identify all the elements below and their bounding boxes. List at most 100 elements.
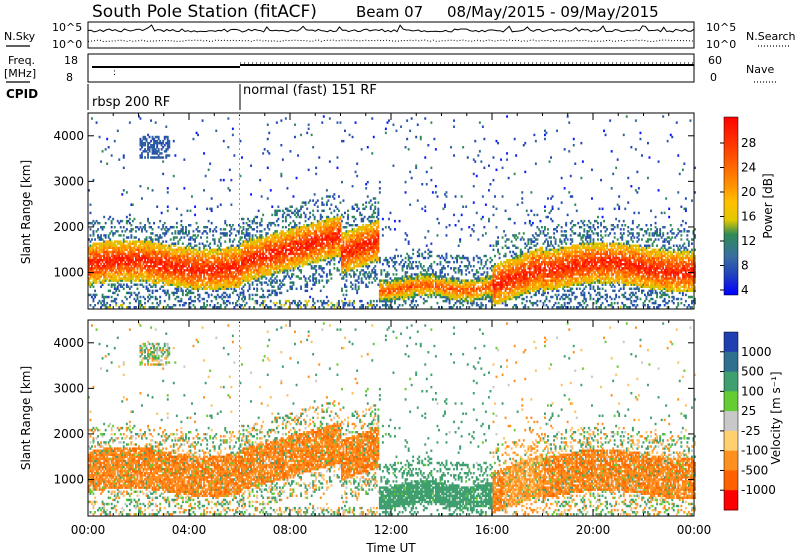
power-cell <box>356 292 358 294</box>
power-cell <box>249 232 251 234</box>
power-cell <box>134 218 136 220</box>
power-cell <box>149 279 151 281</box>
power-cell <box>268 228 270 230</box>
power-cell <box>90 234 92 236</box>
power-cell <box>265 251 267 253</box>
power-cell <box>258 210 260 212</box>
power-cell <box>276 275 278 277</box>
power-cell <box>199 230 201 232</box>
power-cell <box>276 302 278 304</box>
power-cell <box>338 304 340 306</box>
power-cell <box>290 216 292 218</box>
power-cell <box>265 281 267 283</box>
power-cell <box>352 206 354 208</box>
nave-tick-low: 0 <box>710 71 717 84</box>
power-cell <box>261 224 263 226</box>
power-cell <box>367 181 369 183</box>
freq-label: Freq. <box>8 54 35 67</box>
power-cell <box>312 199 314 201</box>
power-cell <box>90 228 92 230</box>
power-cell <box>138 238 140 240</box>
power-cell <box>317 300 319 302</box>
power-cell <box>282 220 284 222</box>
power-cell <box>243 292 245 294</box>
power-cell <box>288 300 290 302</box>
power-cell <box>179 232 181 234</box>
power-cell <box>346 279 348 281</box>
power-cell <box>109 232 111 234</box>
power-cell <box>199 247 201 249</box>
power-cell <box>308 128 310 130</box>
power-cell <box>194 206 196 208</box>
power-cell <box>199 243 201 245</box>
power-cell <box>294 124 296 126</box>
power-cell <box>309 230 311 232</box>
power-cell <box>109 216 111 218</box>
power-cell <box>274 224 276 226</box>
power-cell <box>293 284 295 286</box>
power-cell <box>200 236 202 238</box>
power-cell <box>229 238 231 240</box>
power-cell <box>132 220 134 222</box>
power-cell <box>323 115 325 117</box>
power-cell <box>123 302 125 304</box>
nsky-tick-high: 10^5 <box>52 21 82 34</box>
power-cell <box>385 257 387 259</box>
power-cell <box>149 136 151 138</box>
power-cell <box>137 288 139 290</box>
power-cell <box>126 216 128 218</box>
power-cell <box>162 173 164 175</box>
power-cell <box>285 251 287 253</box>
power-cell <box>90 281 92 283</box>
power-cell <box>144 144 146 146</box>
power-cell <box>90 204 92 206</box>
cpid-panel: CPID rbsp 200 RF normal (fast) 151 RF <box>6 83 377 110</box>
power-cell <box>188 263 190 265</box>
power-cell <box>377 236 379 238</box>
power-cell <box>279 300 281 302</box>
power-cell <box>379 187 381 189</box>
power-cell <box>215 226 217 228</box>
power-cell <box>326 204 328 206</box>
power-cell <box>347 222 349 224</box>
power-cell <box>123 288 125 290</box>
power-cell <box>349 134 351 136</box>
power-cell <box>365 187 367 189</box>
power-cell <box>150 226 152 228</box>
power-cell <box>238 230 240 232</box>
power-cell <box>315 279 317 281</box>
power-cell <box>229 294 231 296</box>
power-cell <box>243 228 245 230</box>
power-cell <box>90 294 92 296</box>
power-cell <box>121 279 123 281</box>
power-cell <box>388 119 390 121</box>
power-cell <box>168 296 170 298</box>
power-cell <box>232 292 234 294</box>
power-cell <box>152 290 154 292</box>
power-cell <box>287 271 289 273</box>
power-cell <box>114 140 116 142</box>
freq-outlier: : <box>113 68 116 78</box>
power-cell <box>382 234 384 236</box>
power-cell <box>159 220 161 222</box>
power-cell <box>188 230 190 232</box>
power-cell <box>220 179 222 181</box>
power-cell <box>261 234 263 236</box>
power-cell <box>193 230 195 232</box>
power-cell <box>361 148 363 150</box>
power-cell <box>109 304 111 306</box>
power-cell <box>353 208 355 210</box>
power-cell <box>140 117 142 119</box>
power-cell <box>206 249 208 251</box>
power-cell <box>121 230 123 232</box>
power-cell <box>285 220 287 222</box>
power-cell <box>123 167 125 169</box>
power-cell <box>111 240 113 242</box>
power-cell <box>199 288 201 290</box>
power-cell <box>140 226 142 228</box>
power-cell <box>187 210 189 212</box>
power-cell <box>153 275 155 277</box>
power-cell <box>352 288 354 290</box>
power-cell <box>243 300 245 302</box>
power-cell <box>349 304 351 306</box>
